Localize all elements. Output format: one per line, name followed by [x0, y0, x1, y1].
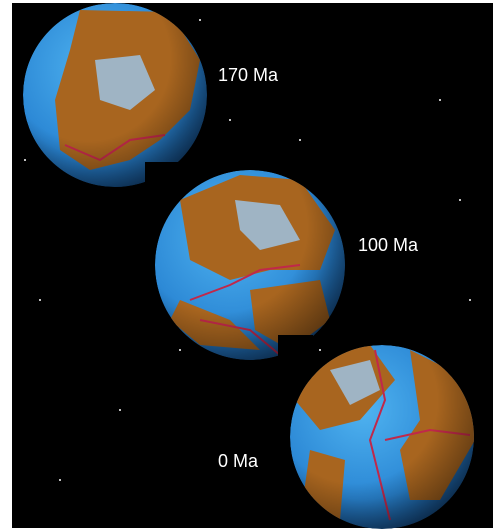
age-label: 100 Ma: [358, 235, 419, 255]
age-label: 170 Ma: [218, 65, 279, 85]
occluder: [145, 162, 185, 192]
globe-170: [23, 3, 207, 187]
stars: [24, 19, 471, 481]
occluder: [278, 335, 313, 365]
globe-0: [290, 345, 474, 529]
age-label: 0 Ma: [218, 451, 259, 471]
globe-100: [155, 170, 345, 360]
